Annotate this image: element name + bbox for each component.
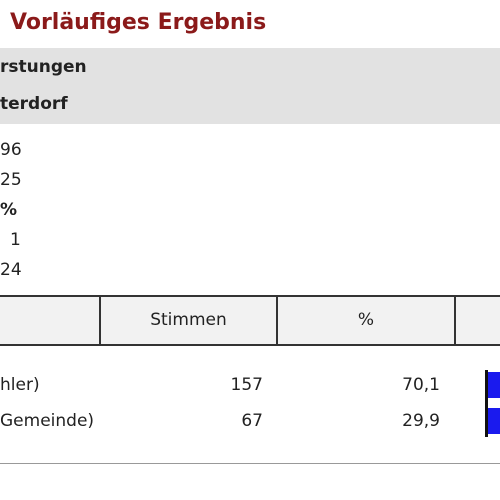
summary-value: 1 bbox=[10, 230, 21, 250]
header-line: rstungen bbox=[0, 57, 87, 77]
header-band bbox=[0, 48, 500, 124]
summary-value: 25 bbox=[0, 170, 22, 190]
column-divider bbox=[454, 295, 456, 344]
page-title: Vorläufiges Ergebnis bbox=[10, 10, 267, 35]
header-line: terdorf bbox=[0, 94, 68, 114]
column-header[interactable]: Stimmen bbox=[150, 310, 227, 330]
column-divider bbox=[99, 295, 101, 344]
bar-axis bbox=[485, 370, 488, 437]
table-header bbox=[0, 295, 500, 346]
party-name: hler) bbox=[0, 375, 40, 395]
party-name: Gemeinde) bbox=[0, 411, 95, 431]
percent-bar bbox=[488, 408, 500, 434]
column-divider bbox=[276, 295, 278, 344]
summary-value: % bbox=[0, 200, 18, 220]
votes: 67 bbox=[241, 411, 263, 431]
column-header[interactable]: % bbox=[357, 310, 375, 330]
table-bottom-rule bbox=[0, 463, 500, 464]
percent-bar bbox=[488, 372, 500, 398]
votes: 157 bbox=[230, 375, 263, 395]
percent: 70,1 bbox=[402, 375, 440, 395]
percent: 29,9 bbox=[402, 411, 440, 431]
summary-value: 96 bbox=[0, 140, 22, 160]
summary-value: 24 bbox=[0, 260, 22, 280]
